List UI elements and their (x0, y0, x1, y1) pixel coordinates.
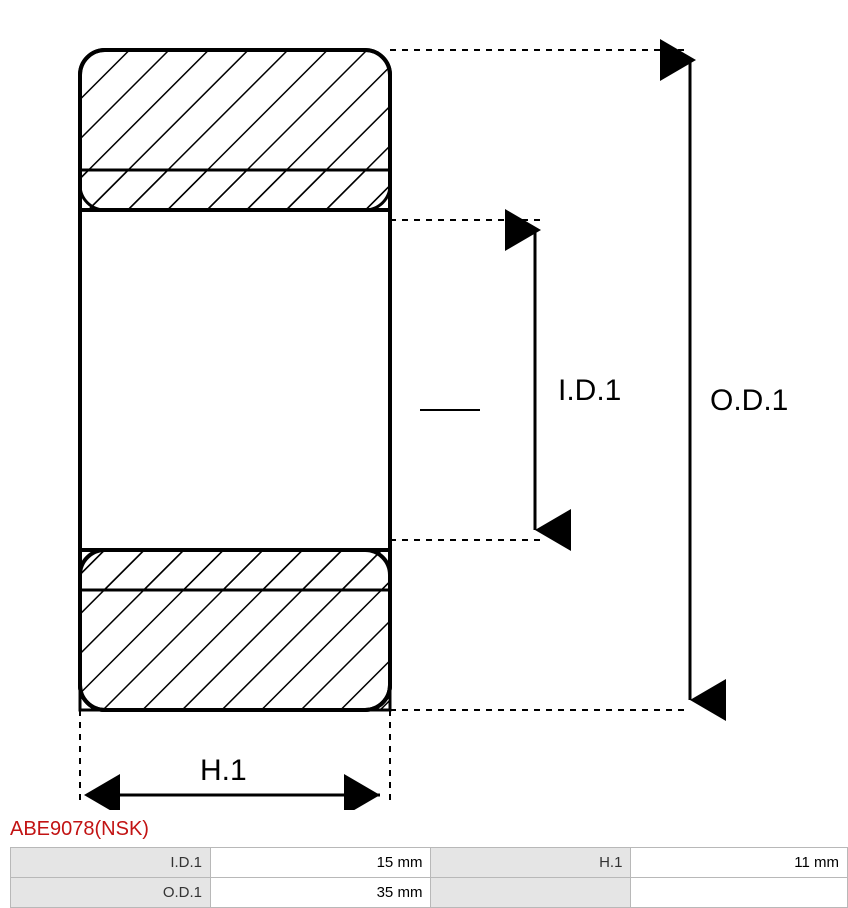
dim-value-id1: 15 mm (211, 848, 431, 878)
dim-label-h1: H.1 (431, 848, 631, 878)
dim-value-empty (631, 878, 848, 908)
dim-value-od1: 35 mm (211, 878, 431, 908)
page-root: O.D.1 I.D.1 H.1 ABE9078(NSK) I.D.1 15 mm… (0, 0, 848, 908)
product-title: ABE9078(NSK) (0, 810, 848, 847)
dim-value-h1: 11 mm (631, 848, 848, 878)
dim-label-od1: O.D.1 (11, 878, 211, 908)
dim-label-id1: I.D.1 (11, 848, 211, 878)
dimensions-table: I.D.1 15 mm H.1 11 mm O.D.1 35 mm (10, 847, 848, 908)
diagram-container: O.D.1 I.D.1 H.1 (0, 0, 848, 810)
h-dimension-label: H.1 (200, 754, 247, 787)
table-row: O.D.1 35 mm (11, 878, 848, 908)
dim-label-empty (431, 878, 631, 908)
id-dimension-label: I.D.1 (558, 374, 621, 407)
bearing-diagram: O.D.1 I.D.1 H.1 (10, 10, 810, 810)
table-row: I.D.1 15 mm H.1 11 mm (11, 848, 848, 878)
od-dimension-label: O.D.1 (710, 384, 788, 417)
